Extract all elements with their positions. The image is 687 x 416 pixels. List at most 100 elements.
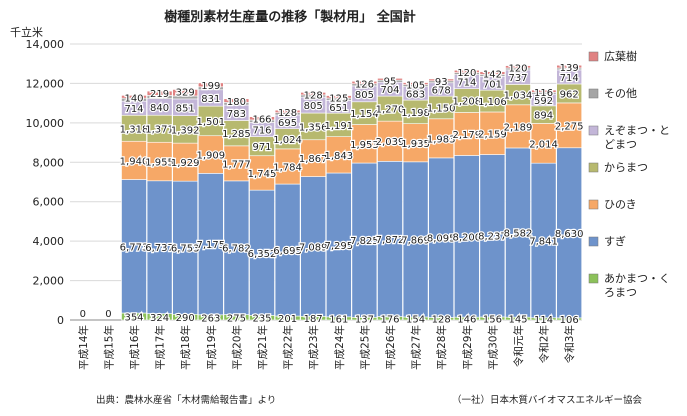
bar-segment-koyoju (198, 82, 224, 88)
x-tick: 平成30年 (486, 325, 499, 370)
bar-segment-koyoju (325, 95, 352, 99)
data-label: 1,208 (452, 97, 481, 108)
data-label: 7,825 (350, 236, 379, 247)
x-tick: 令和3年 (563, 325, 576, 363)
data-label: 2,189 (504, 122, 533, 133)
bar-segment-sugi (249, 189, 275, 316)
data-label: 1,501 (196, 117, 225, 128)
data-label: 683 (406, 89, 425, 100)
bar-segment-sugi (402, 161, 429, 318)
data-label: 737 (508, 73, 527, 84)
x-tick-label: 平成28年 (435, 325, 448, 370)
data-label: 962 (560, 89, 579, 100)
data-label: 1,940 (120, 156, 149, 167)
x-tick: 平成16年 (128, 325, 141, 370)
data-label: 1,953 (350, 140, 379, 151)
bar-segment-sugi (274, 183, 301, 317)
x-tick: 平成28年 (435, 325, 448, 370)
data-label: 180 (227, 97, 246, 108)
data-label: 125 (329, 94, 348, 105)
data-label: 1,867 (299, 154, 328, 165)
bar-segment-sugi (223, 180, 250, 315)
source-note: 出典：農林水産省「木材需給報告書」より (96, 395, 277, 406)
y-tick-label: 10,000 (26, 117, 65, 130)
x-tick-label: 平成15年 (102, 325, 115, 370)
data-label: 114 (534, 315, 553, 326)
legend-label: すぎ (604, 234, 626, 248)
data-label: 805 (355, 90, 374, 101)
data-label: 161 (329, 314, 348, 325)
x-axis-ticks: 平成14年 平成15年 平成16年 平成17年 平成18年 平成19年 平成20年 平成21年… (77, 325, 576, 370)
data-label: 651 (329, 103, 348, 114)
data-label: 137 (355, 315, 374, 326)
bar-segment-koyoju (556, 64, 583, 69)
x-tick-label: 平成25年 (358, 325, 371, 370)
bar-segment-hinoki (223, 145, 250, 182)
data-label: 716 (252, 126, 271, 137)
legend-label: からまつ (604, 161, 648, 174)
data-label: 8,630 (555, 229, 584, 240)
data-label: 1,356 (299, 122, 328, 133)
legend-swatch-hinoki (588, 199, 599, 210)
x-tick-label: 令和2年 (538, 325, 551, 363)
data-label: 714 (124, 104, 143, 115)
bar-segment-koyoju (377, 78, 403, 81)
data-label: 1,154 (350, 109, 379, 120)
x-tick: 平成20年 (230, 325, 243, 370)
bar-segment-koyoju (146, 90, 173, 96)
x-tick: 平成23年 (307, 325, 320, 370)
data-label: 93 (435, 77, 448, 88)
x-tick-label: 平成23年 (307, 325, 320, 370)
data-label: 176 (380, 314, 399, 325)
data-label: 714 (457, 78, 476, 89)
data-label: 1,191 (324, 121, 353, 132)
bar-segment-sugi (530, 162, 557, 319)
data-label: 1,935 (401, 139, 430, 150)
data-label: 106 (560, 315, 579, 326)
data-label: 1,318 (120, 124, 149, 135)
bar-segment-koyoju (505, 65, 531, 69)
data-label: 1,198 (401, 108, 430, 119)
data-label: 2,039 (376, 137, 405, 148)
bar-segment-karamatsu (146, 114, 173, 143)
x-tick: 平成29年 (461, 325, 474, 370)
x-tick: 平成15年 (102, 325, 115, 370)
bar-segment-koyoju (351, 80, 378, 85)
data-label: 7,869 (401, 235, 430, 246)
data-label: 2,179 (452, 130, 481, 141)
data-label: 6,782 (222, 244, 251, 255)
data-label: 235 (252, 314, 271, 325)
x-tick: 平成21年 (256, 325, 269, 370)
bar-segment-hinoki (556, 102, 583, 149)
x-tick-label: 平成22年 (282, 325, 295, 370)
bar-segment-hinoki (530, 123, 557, 164)
data-label: 354 (124, 313, 143, 324)
data-label: 120 (457, 68, 476, 79)
data-label: 128 (304, 90, 323, 101)
legend-swatch-koyoju (588, 51, 599, 62)
data-label: 704 (380, 85, 399, 96)
bar-segment-sugi (505, 147, 531, 318)
data-label: 6,695 (273, 246, 302, 257)
bar-segment-hinoki (274, 148, 301, 185)
data-label: 840 (150, 103, 169, 114)
x-tick: 平成26年 (384, 325, 397, 370)
data-label: 126 (355, 79, 374, 90)
x-tick-label: 平成18年 (179, 325, 192, 370)
bar-segment-hinoki (453, 112, 480, 156)
data-label: 95 (384, 76, 397, 87)
bar-segment-koyoju (249, 116, 275, 121)
data-label: 8,237 (478, 232, 507, 243)
y-axis-unit: 千立米 (10, 26, 43, 39)
data-label: 7,841 (529, 236, 558, 247)
data-label: 1,392 (171, 125, 200, 136)
bar-segment-hinoki (300, 139, 327, 177)
bar-segment-koyoju (453, 69, 480, 73)
data-label: 0 (80, 309, 86, 320)
bar-segment-hinoki (249, 155, 275, 191)
data-label: 695 (278, 118, 297, 129)
data-label: 128 (432, 315, 451, 326)
legend-swatch-ezomatsu (588, 125, 599, 136)
x-tick-label: 平成19年 (205, 325, 218, 370)
